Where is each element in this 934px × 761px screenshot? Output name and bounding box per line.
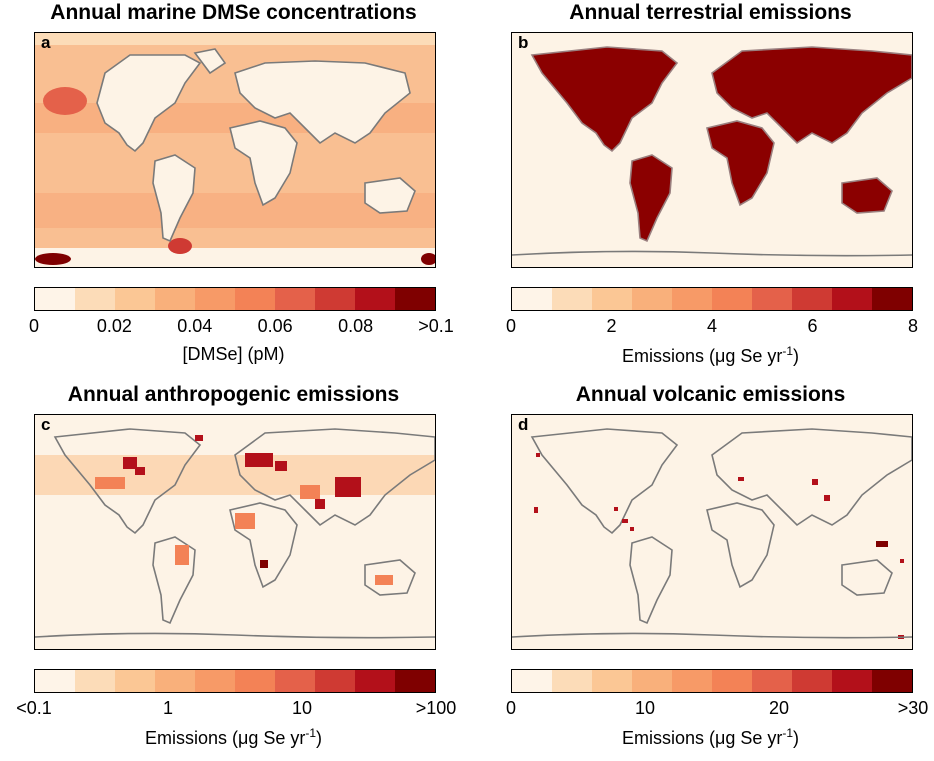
map-terrestrial: b <box>511 32 913 268</box>
colorbar-unit: Emissions (μg Se yr-1) <box>477 344 934 367</box>
colorbar-label: 0 <box>505 698 517 718</box>
antarctica-coast <box>35 632 435 639</box>
colorbar-labels: 0 10 20 >30 <box>506 698 928 722</box>
high-patch <box>168 238 192 254</box>
panel-title: Annual marine DMSe concentrations <box>50 1 417 24</box>
colorbar-labels: 0 2 4 6 8 <box>506 316 918 340</box>
colorbar <box>34 287 436 311</box>
unit-text: Emissions (μg Se yr <box>144 728 306 748</box>
panel-letter: a <box>41 33 51 52</box>
unit-text: [DMSe] (pM) <box>182 344 285 364</box>
colorbar <box>34 669 436 693</box>
colorbar-label: 0.02 <box>96 316 132 336</box>
colorbar-label: 0 <box>505 316 517 336</box>
panel-marine-dmse: Annual marine DMSe concentrations a <box>0 0 467 379</box>
colorbar-unit: Emissions (μg Se yr-1) <box>477 726 934 749</box>
map-svg <box>35 33 435 267</box>
unit-close: ) <box>793 346 800 366</box>
colorbar <box>511 669 913 693</box>
colorbar-label: 0 <box>28 316 40 336</box>
colorbar-label: 4 <box>706 316 718 336</box>
high-patch <box>421 253 435 265</box>
unit-sup: -1 <box>782 726 794 740</box>
high-patch <box>43 87 87 115</box>
colorbar-label: 1 <box>162 698 173 718</box>
continents <box>53 428 435 625</box>
colorbar-label: 6 <box>807 316 818 336</box>
colorbar-label: >100 <box>415 698 457 718</box>
panel-terrestrial: Annual terrestrial emissions b 0 2 4 6 8… <box>477 0 934 379</box>
colorbar-label: <0.1 <box>16 698 52 718</box>
panel-title: Annual anthropogenic emissions <box>67 383 400 406</box>
colorbar-label: 2 <box>606 316 617 336</box>
unit-text: Emissions (μg Se yr <box>621 728 783 748</box>
map-svg <box>512 415 912 649</box>
colorbar-label: 8 <box>907 316 919 336</box>
colorbar-label: 10 <box>291 698 312 718</box>
colorbar-label: 10 <box>634 698 655 718</box>
colorbar-label: 0.06 <box>257 316 293 336</box>
moderate-emissions <box>95 477 393 585</box>
panel-letter: c <box>41 415 51 434</box>
map-anthropogenic: c <box>34 414 436 650</box>
unit-close: ) <box>793 728 800 748</box>
ocean-background <box>512 415 912 649</box>
colorbar-label: >0.1 <box>418 316 454 336</box>
unit-sup: -1 <box>305 726 317 740</box>
antarctica-coast <box>512 632 912 639</box>
panel-title: Annual volcanic emissions <box>575 383 846 406</box>
colorbar-unit: Emissions (μg Se yr-1) <box>0 726 467 749</box>
continents <box>530 428 912 625</box>
continents <box>96 48 416 243</box>
colorbar-label: 0.08 <box>338 316 374 336</box>
arctic-band <box>35 33 435 45</box>
colorbar-label: 20 <box>768 698 789 718</box>
antarctica-coast <box>512 250 912 257</box>
map-svg <box>512 33 912 267</box>
colorbar-label: >30 <box>897 698 929 718</box>
panel-title: Annual terrestrial emissions <box>569 1 852 24</box>
unit-close: ) <box>316 728 323 748</box>
panel-anthropogenic: Annual anthropogenic emissions <box>0 382 467 761</box>
continents <box>530 46 912 243</box>
ocean-background <box>35 415 435 649</box>
unit-text: Emissions (μg Se yr <box>621 346 783 366</box>
map-svg <box>35 415 435 649</box>
high-patch <box>35 253 71 265</box>
colorbar-labels: 0 0.02 0.04 0.06 0.08 >0.1 <box>29 316 454 340</box>
antarctica <box>35 248 435 267</box>
colorbar-labels: <0.1 1 10 >100 <box>16 698 456 722</box>
panel-letter: d <box>518 415 529 434</box>
colorbar-unit: [DMSe] (pM) <box>0 344 467 365</box>
unit-sup: -1 <box>782 344 794 358</box>
map-marine-dmse: a <box>34 32 436 268</box>
hotspots <box>123 435 361 568</box>
panel-letter: b <box>518 33 529 52</box>
colorbar-label: 0.04 <box>177 316 213 336</box>
panel-volcanic: Annual volcanic emissions d <box>477 382 934 761</box>
map-volcanic: d <box>511 414 913 650</box>
colorbar <box>511 287 913 311</box>
